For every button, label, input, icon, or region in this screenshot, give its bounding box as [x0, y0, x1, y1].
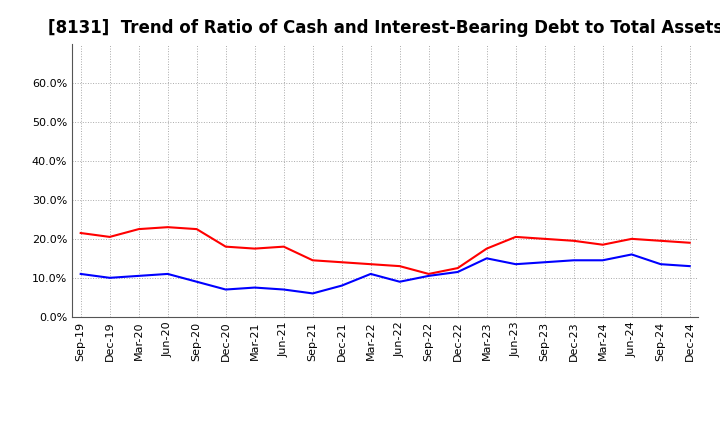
Cash: [598, 242, 607, 247]
Cash: [657, 238, 665, 243]
Interest-Bearing Debt: [598, 258, 607, 263]
Cash: [76, 231, 85, 236]
Title: [8131]  Trend of Ratio of Cash and Interest-Bearing Debt to Total Assets: [8131] Trend of Ratio of Cash and Intere…: [48, 19, 720, 37]
Interest-Bearing Debt: [454, 269, 462, 275]
Interest-Bearing Debt: [338, 283, 346, 288]
Cash: [366, 261, 375, 267]
Line: Interest-Bearing Debt: Interest-Bearing Debt: [81, 254, 690, 293]
Interest-Bearing Debt: [76, 271, 85, 277]
Interest-Bearing Debt: [221, 287, 230, 292]
Interest-Bearing Debt: [424, 273, 433, 279]
Interest-Bearing Debt: [251, 285, 259, 290]
Interest-Bearing Debt: [163, 271, 172, 277]
Cash: [192, 227, 201, 232]
Cash: [685, 240, 694, 246]
Interest-Bearing Debt: [570, 258, 578, 263]
Cash: [279, 244, 288, 249]
Interest-Bearing Debt: [627, 252, 636, 257]
Interest-Bearing Debt: [482, 256, 491, 261]
Interest-Bearing Debt: [308, 291, 317, 296]
Cash: [627, 236, 636, 242]
Cash: [511, 234, 520, 239]
Interest-Bearing Debt: [395, 279, 404, 284]
Interest-Bearing Debt: [657, 261, 665, 267]
Cash: [395, 264, 404, 269]
Cash: [308, 258, 317, 263]
Interest-Bearing Debt: [279, 287, 288, 292]
Interest-Bearing Debt: [105, 275, 114, 280]
Cash: [570, 238, 578, 243]
Cash: [221, 244, 230, 249]
Cash: [105, 234, 114, 239]
Cash: [482, 246, 491, 251]
Cash: [454, 265, 462, 271]
Cash: [135, 227, 143, 232]
Cash: [251, 246, 259, 251]
Line: Cash: Cash: [81, 227, 690, 274]
Legend: Cash, Interest-Bearing Debt: Cash, Interest-Bearing Debt: [251, 438, 520, 440]
Interest-Bearing Debt: [685, 264, 694, 269]
Interest-Bearing Debt: [192, 279, 201, 284]
Cash: [424, 271, 433, 277]
Interest-Bearing Debt: [366, 271, 375, 277]
Cash: [163, 224, 172, 230]
Interest-Bearing Debt: [135, 273, 143, 279]
Interest-Bearing Debt: [541, 260, 549, 265]
Cash: [541, 236, 549, 242]
Cash: [338, 260, 346, 265]
Interest-Bearing Debt: [511, 261, 520, 267]
